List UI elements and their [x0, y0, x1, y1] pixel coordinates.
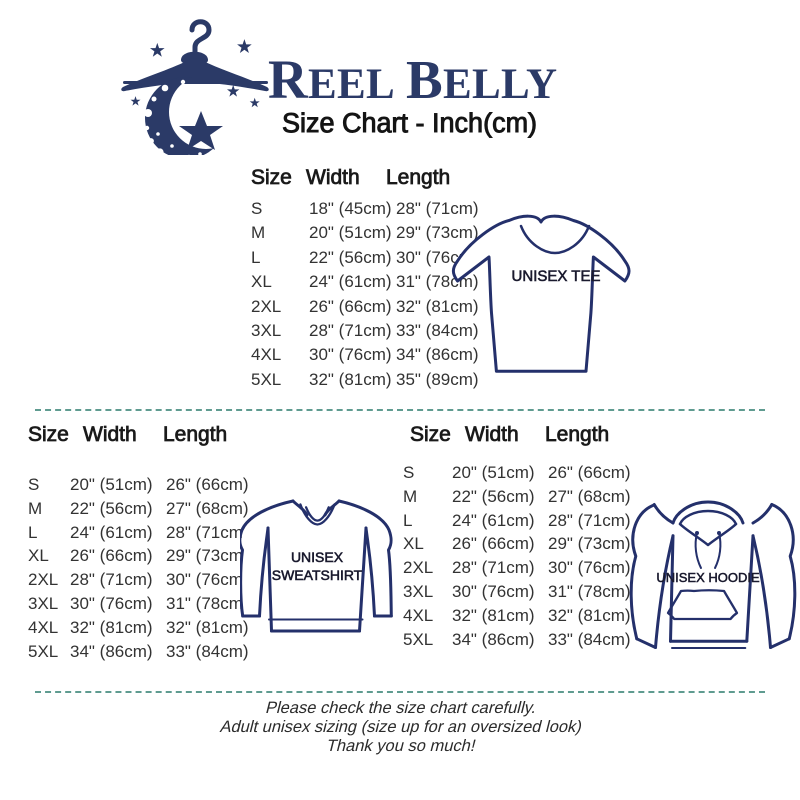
svg-text:UNISEX TEE: UNISEX TEE	[512, 268, 601, 285]
svg-text:UNISEX: UNISEX	[291, 549, 344, 565]
svg-text:UNISEX HOODIE: UNISEX HOODIE	[656, 570, 760, 585]
svg-text:SWEATSHIRT: SWEATSHIRT	[272, 567, 363, 583]
